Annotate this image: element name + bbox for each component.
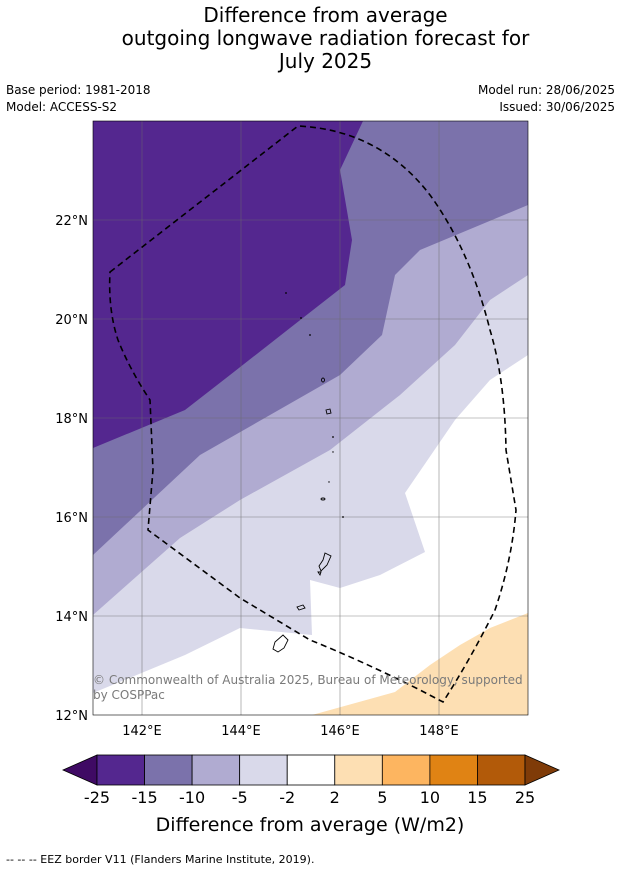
lat-tick-12: 12°N: [55, 709, 88, 724]
lon-tick-labels: 142°E 144°E 146°E 148°E: [122, 724, 459, 739]
model-name: Model: ACCESS-S2: [6, 100, 118, 114]
eez-border: [108, 125, 517, 704]
lat-tick-20: 20°N: [55, 313, 88, 328]
base-period: Base period: 1981-2018: [6, 83, 151, 97]
islands: [272, 377, 332, 653]
colorbar-segment: [96, 754, 145, 786]
lat-tick-18: 18°N: [55, 412, 88, 427]
colorbar-segment: [429, 754, 478, 786]
colorbar-tick-label: 25: [515, 788, 535, 807]
island-small-1: [317, 571, 322, 577]
colorbar-segment: [286, 754, 336, 786]
anomaly-field: © Commonwealth of Australia 2025, Bureau…: [93, 121, 528, 715]
lon-tick-148: 148°E: [419, 724, 459, 739]
island-agrihan: [321, 377, 325, 383]
title-line-2: outgoing longwave radiation forecast for: [121, 26, 530, 50]
lon-tick-144: 144°E: [221, 724, 261, 739]
colorbar-tick-label: -25: [84, 788, 110, 807]
gridlines: [93, 121, 528, 715]
map-title: Difference from average outgoing longwav…: [0, 4, 621, 73]
island-rota: [296, 604, 306, 611]
meta-right: Model run: 28/06/2025 Issued: 30/06/2025: [478, 82, 615, 116]
copyright-line-2: by COSPPac: [93, 688, 165, 702]
meta-left: Base period: 1981-2018 Model: ACCESS-S2: [6, 82, 151, 116]
colorbar-tick-label: 10: [420, 788, 440, 807]
band-minus-25-to-minus-15: [93, 121, 363, 448]
colorbar-segment: [381, 754, 431, 786]
map-frame: [92, 120, 529, 716]
colorbar-segment: [239, 754, 288, 786]
lat-tick-16: 16°N: [55, 511, 88, 526]
island-guam: [272, 634, 289, 653]
colorbar-tick-label: -2: [279, 788, 295, 807]
issued-date: Issued: 30/06/2025: [499, 100, 615, 114]
colorbar-extend-low: [62, 754, 98, 786]
colorbar-tick-label: 2: [330, 788, 340, 807]
colorbar-tick-label: 5: [377, 788, 387, 807]
colorbar-tick-label: -10: [179, 788, 205, 807]
colorbar-extend-high: [524, 754, 560, 786]
band-2-to-5: [312, 613, 528, 715]
island-anatahan: [320, 497, 326, 501]
colorbar-title: Difference from average (W/m2): [156, 814, 465, 836]
lat-tick-labels: 22°N 20°N 18°N 16°N 14°N 12°N: [55, 214, 88, 724]
copyright-line-1: © Commonwealth of Australia 2025, Bureau…: [93, 673, 523, 687]
colorbar-segment: [477, 754, 526, 786]
lon-tick-142: 142°E: [122, 724, 162, 739]
colorbar-segment: [334, 754, 383, 786]
island-dots: [285, 292, 344, 518]
island-saipan-tinian: [318, 552, 332, 572]
colorbar-segment: [191, 754, 241, 786]
colorbar-segment: [144, 754, 193, 786]
title-line-3: July 2025: [278, 49, 373, 73]
lat-tick-22: 22°N: [55, 214, 88, 229]
lon-tick-146: 146°E: [320, 724, 360, 739]
colorbar-tick-label: 15: [467, 788, 487, 807]
lat-tick-14: 14°N: [55, 610, 88, 625]
model-run: Model run: 28/06/2025: [477, 83, 615, 97]
island-pagan: [325, 408, 332, 415]
colorbar-tick-label: -15: [131, 788, 157, 807]
eez-legend-note: -- -- -- EEZ border V11 (Flanders Marine…: [6, 853, 315, 866]
title-line-1: Difference from average: [203, 3, 448, 27]
colorbar: -25 -15 -10 -5 -2 2 5 10 15 25: [62, 754, 560, 807]
colorbar-tick-label: -5: [232, 788, 248, 807]
